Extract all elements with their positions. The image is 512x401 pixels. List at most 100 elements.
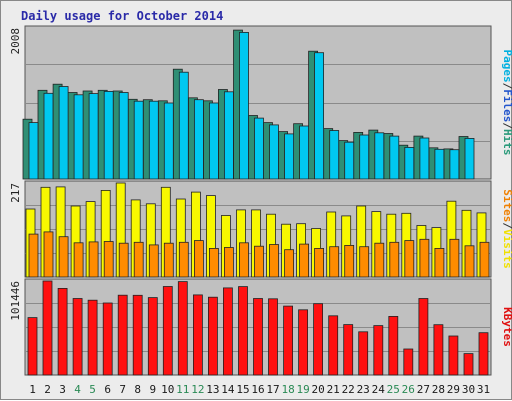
day-label-20: 20 — [311, 383, 324, 396]
bar-pages-day-10 — [163, 102, 174, 180]
bar-pages-day-6 — [103, 91, 114, 180]
bar-sites-day-4 — [73, 242, 84, 278]
bar-kbytes-day-1 — [27, 317, 38, 376]
day-label-6: 6 — [104, 383, 111, 396]
bar-sites-day-9 — [148, 244, 159, 278]
bar-pages-day-28 — [434, 148, 445, 180]
bar-sites-day-24 — [374, 242, 385, 278]
day-label-15: 15 — [236, 383, 249, 396]
bar-sites-day-1 — [28, 233, 39, 278]
bar-kbytes-day-16 — [253, 298, 263, 376]
bar-kbytes-day-24 — [373, 325, 384, 376]
bar-kbytes-day-4 — [72, 298, 83, 376]
day-label-2: 2 — [44, 383, 51, 396]
bar-sites-day-22 — [344, 244, 355, 278]
series-legend-bottom: KBytes — [501, 307, 512, 347]
day-label-22: 22 — [342, 383, 355, 396]
legend-part: KBytes — [501, 307, 512, 347]
panel-bottom: 101446 KBytes — [9, 278, 512, 376]
bar-sites-day-3 — [58, 236, 69, 278]
bar-sites-day-17 — [269, 244, 279, 278]
legend-part: Visits — [501, 229, 512, 269]
series-legend-middle: Sites/Visits — [501, 189, 512, 269]
y-max-label-bottom: 101446 — [9, 281, 22, 321]
bar-pages-day-9 — [148, 100, 159, 180]
bar-sites-day-18 — [284, 249, 295, 278]
bar-kbytes-day-7 — [117, 294, 128, 376]
bar-pages-day-7 — [118, 92, 129, 180]
legend-part: / — [501, 222, 512, 229]
day-label-19: 19 — [296, 383, 309, 396]
bar-kbytes-day-31 — [478, 332, 489, 376]
day-label-25: 25 — [387, 383, 400, 396]
bar-sites-day-20 — [314, 247, 325, 278]
bar-kbytes-day-2 — [42, 280, 53, 376]
day-label-16: 16 — [251, 383, 264, 396]
bar-sites-day-13 — [208, 247, 219, 278]
day-label-8: 8 — [134, 383, 141, 396]
bar-pages-day-25 — [389, 135, 400, 180]
bar-kbytes-day-8 — [132, 294, 143, 376]
bar-sites-day-8 — [133, 241, 144, 278]
legend-part: Pages — [501, 50, 512, 83]
bar-kbytes-day-13 — [207, 296, 218, 376]
legend-part: / — [501, 122, 512, 129]
bar-kbytes-day-25 — [388, 315, 399, 376]
day-label-12: 12 — [191, 383, 204, 396]
bar-kbytes-day-6 — [102, 302, 113, 376]
day-label-4: 4 — [74, 383, 81, 396]
day-label-26: 26 — [402, 383, 415, 396]
bar-kbytes-day-30 — [463, 353, 474, 376]
day-label-1: 1 — [29, 383, 36, 396]
bar-sites-day-26 — [404, 240, 415, 278]
bar-sites-day-19 — [299, 243, 310, 278]
bar-kbytes-day-21 — [328, 315, 339, 376]
bar-pages-day-18 — [284, 133, 295, 180]
bar-pages-day-2 — [43, 92, 54, 180]
bar-pages-day-19 — [299, 125, 310, 180]
bar-kbytes-day-26 — [403, 348, 414, 376]
day-label-31: 31 — [477, 383, 490, 396]
bar-sites-day-15 — [239, 242, 249, 278]
bar-sites-day-6 — [103, 241, 114, 278]
bar-pages-day-8 — [133, 100, 144, 180]
day-label-27: 27 — [417, 383, 430, 396]
bar-kbytes-day-10 — [162, 286, 173, 376]
bar-sites-day-29 — [449, 238, 460, 278]
day-label-23: 23 — [357, 383, 370, 396]
day-label-29: 29 — [447, 383, 460, 396]
bar-pages-day-20 — [314, 52, 325, 180]
day-label-10: 10 — [161, 383, 174, 396]
bar-kbytes-day-23 — [358, 331, 369, 376]
bar-sites-day-11 — [178, 241, 189, 278]
bar-pages-day-27 — [419, 137, 430, 180]
bar-sites-day-10 — [163, 242, 174, 278]
day-label-24: 24 — [372, 383, 386, 396]
bar-kbytes-day-14 — [222, 287, 233, 376]
bar-pages-day-11 — [178, 71, 189, 180]
day-label-7: 7 — [119, 383, 126, 396]
bar-kbytes-day-15 — [238, 286, 248, 376]
day-axis-labels: 1 2 3 4 5 6 7 8 9 10 11 12 13 14 15 16 17 18 19 20 21 22 23 24 2… — [29, 383, 490, 396]
bar-pages-day-29 — [449, 149, 460, 180]
day-label-3: 3 — [59, 383, 66, 396]
bar-kbytes-day-28 — [433, 324, 444, 376]
day-label-21: 21 — [327, 383, 340, 396]
bar-kbytes-day-12 — [192, 294, 203, 376]
bar-pages-day-24 — [374, 132, 385, 180]
bar-pages-day-5 — [88, 93, 99, 180]
bar-sites-day-23 — [359, 246, 370, 278]
bar-kbytes-day-5 — [87, 299, 98, 376]
panel-middle: 217 Sites/Visits — [9, 180, 512, 278]
bar-sites-day-5 — [88, 241, 99, 278]
y-max-label-middle: 217 — [9, 183, 22, 203]
legend-part: Sites — [501, 189, 512, 222]
bar-pages-day-13 — [208, 102, 219, 180]
day-label-28: 28 — [432, 383, 445, 396]
legend-part: Hits — [501, 129, 512, 156]
bar-pages-day-12 — [193, 99, 204, 180]
bar-sites-day-28 — [434, 247, 445, 278]
chart-panels: 2008Pages/Files/Hits217Sites/Visits10144… — [9, 25, 512, 376]
